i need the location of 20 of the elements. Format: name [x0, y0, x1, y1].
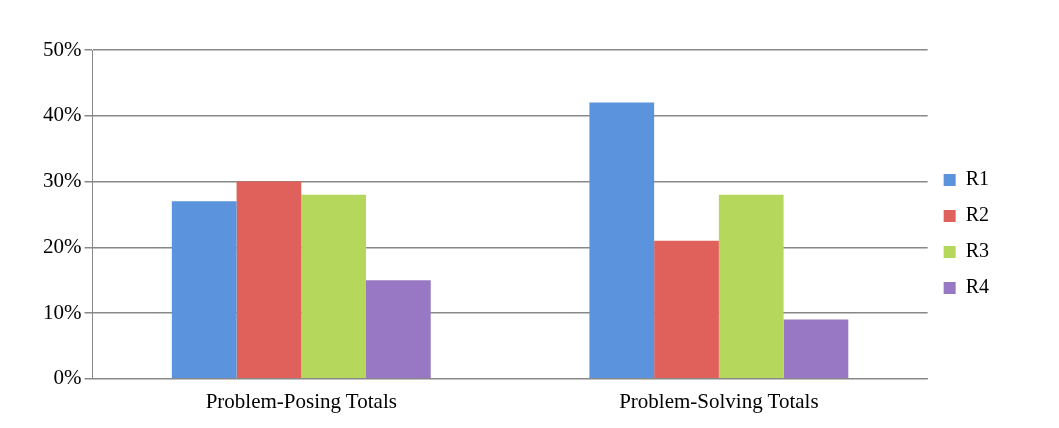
- legend-label: R2: [965, 203, 989, 226]
- bar: [654, 240, 719, 379]
- legend-label: R4: [965, 275, 989, 298]
- x-tick-label: Problem-Solving Totals: [619, 388, 819, 413]
- y-tick-label: 20%: [42, 233, 82, 258]
- y-tick-label: 50%: [42, 36, 82, 61]
- y-tick-label: 40%: [42, 102, 82, 127]
- bar: [301, 194, 367, 379]
- legend-label: R1: [965, 167, 989, 190]
- legend-label: R3: [965, 239, 989, 262]
- bar: [589, 102, 655, 379]
- y-tick-label: 10%: [42, 299, 82, 324]
- bar: [718, 194, 784, 379]
- bar: [171, 201, 237, 379]
- x-tick-label: Problem-Posing Totals: [205, 388, 397, 413]
- y-tick-label: 0%: [53, 365, 82, 390]
- bar: [783, 319, 849, 379]
- bar: [236, 181, 302, 379]
- y-tick-label: 30%: [42, 168, 82, 193]
- bar: [366, 280, 431, 379]
